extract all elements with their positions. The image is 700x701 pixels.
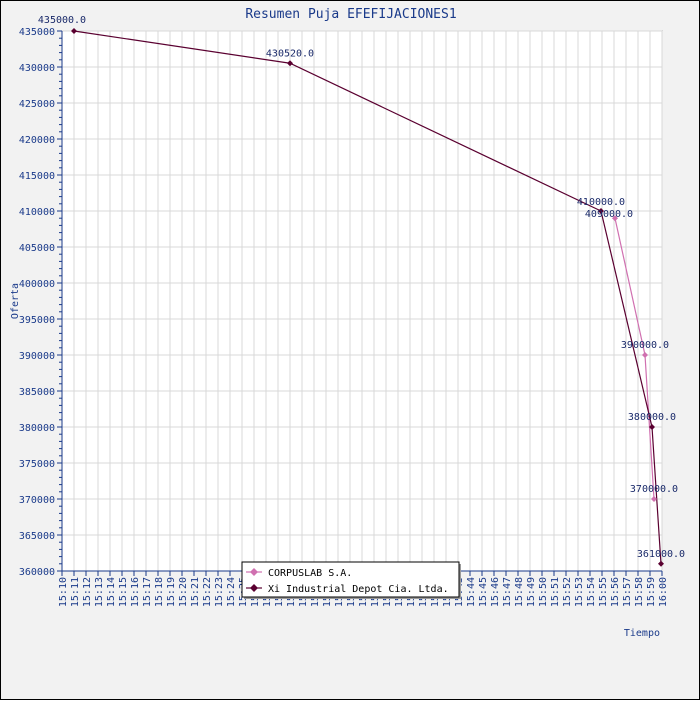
data-point (651, 496, 657, 502)
x-tick-label: 15:11 (70, 577, 81, 607)
x-tick-label: 15:19 (166, 577, 177, 607)
x-tick-label: 15:21 (190, 577, 201, 607)
x-tick-label: 15:45 (478, 577, 489, 607)
x-tick-label: 16:00 (658, 577, 669, 607)
legend-marker (250, 584, 258, 592)
x-tick-label: 15:59 (646, 577, 657, 607)
y-tick-label: 435000 (19, 27, 55, 38)
legend: CORPUSLAB S.A. Xi Industrial Depot Cia. L… (241, 561, 461, 599)
x-tick-label: 15:57 (622, 577, 633, 607)
legend-marker (250, 568, 258, 576)
y-tick-label: 425000 (19, 99, 55, 110)
x-tick-label: 15:17 (142, 577, 153, 607)
y-tick-label: 405000 (19, 243, 55, 254)
data-label: 410000.0 (577, 197, 625, 208)
chart-title: Resumen Puja EFEFIJACIONES1 (245, 7, 456, 22)
y-tick-label: 410000 (19, 207, 55, 218)
x-tick-label: 15:58 (634, 577, 645, 607)
x-tick-label: 15:10 (58, 577, 69, 607)
data-point (287, 60, 293, 67)
x-tick-label: 15:16 (130, 577, 141, 607)
x-tick-label: 15:24 (226, 577, 237, 607)
y-tick-label: 400000 (19, 279, 55, 290)
x-tick-label: 15:18 (154, 577, 165, 607)
y-tick-label: 420000 (19, 135, 55, 146)
x-tick-label: 15:50 (538, 577, 549, 607)
legend-label: Xi Industrial Depot Cia. Ltda. (268, 584, 449, 595)
data-point (612, 215, 618, 222)
x-tick-label: 15:46 (490, 577, 501, 607)
x-tick-label: 15:53 (574, 577, 585, 607)
x-tick-label: 15:55 (598, 577, 609, 607)
data-point (71, 28, 77, 34)
x-tick-label: 15:48 (514, 577, 525, 607)
data-point (658, 560, 664, 567)
x-tick-label: 15:22 (202, 577, 213, 607)
y-tick-label: 415000 (19, 171, 55, 182)
x-tick-label: 15:14 (106, 577, 117, 607)
y-tick-label: 430000 (19, 63, 55, 74)
data-label: 409000.0 (585, 209, 633, 220)
y-tick-label: 385000 (19, 387, 55, 398)
x-tick-label: 15:47 (502, 577, 513, 607)
data-label: 361000.0 (637, 549, 685, 560)
y-tick-label: 375000 (19, 459, 55, 470)
x-tick-label: 15:52 (562, 577, 573, 607)
data-point (649, 424, 655, 430)
data-point (642, 352, 648, 358)
x-tick-label: 15:44 (466, 577, 477, 607)
y-tick-label: 380000 (19, 423, 55, 434)
x-tick-label: 15:54 (586, 577, 597, 607)
y-axis-title: Oferta (10, 283, 21, 319)
x-tick-label: 15:49 (526, 577, 537, 607)
data-label: 390000.0 (621, 340, 669, 351)
x-tick-label: 15:12 (82, 577, 93, 607)
x-tick-label: 15:23 (214, 577, 225, 607)
data-label: 430520.0 (266, 48, 314, 59)
y-tick-label: 365000 (19, 531, 55, 542)
x-tick-label: 15:15 (118, 577, 129, 607)
legend-label: CORPUSLAB S.A. (268, 568, 352, 579)
data-label: 370000.0 (630, 484, 678, 495)
data-label: 435000.0 (38, 15, 86, 26)
y-tick-label: 370000 (19, 495, 55, 506)
x-tick-label: 15:20 (178, 577, 189, 607)
x-tick-label: 15:13 (94, 577, 105, 607)
data-label: 380000.0 (628, 412, 676, 423)
data-point (598, 208, 604, 214)
y-tick-label: 390000 (19, 351, 55, 362)
x-axis-title: Tiempo (624, 628, 660, 639)
y-tick-label: 395000 (19, 315, 55, 326)
y-tick-label: 360000 (19, 567, 55, 578)
legend-box (241, 561, 460, 598)
series-layer: 409000.0 390000.0 435000.0 430520.0 410000.0… (38, 15, 685, 567)
x-tick-label: 15:51 (550, 577, 561, 607)
x-tick-label: 15:56 (610, 577, 621, 607)
